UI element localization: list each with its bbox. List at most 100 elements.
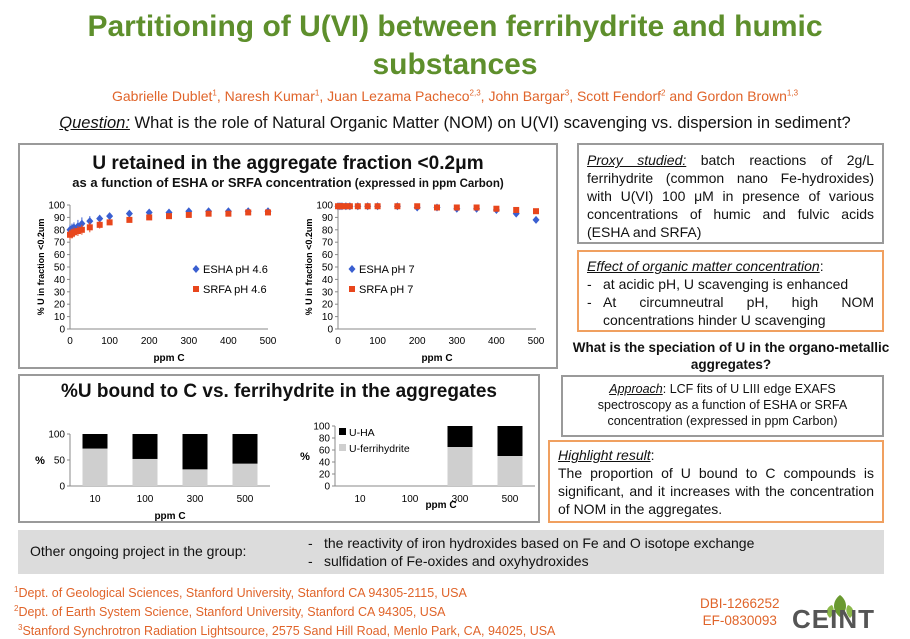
- y-tick-label: 100: [48, 430, 65, 441]
- x-tick-label: 300: [448, 336, 465, 347]
- x-axis-label: ppm C: [425, 500, 456, 511]
- affiliation-3-text: Stanford Synchrotron Radiation Lightsour…: [22, 624, 556, 639]
- proxy-label: Proxy studied:: [587, 152, 687, 168]
- ongoing-item-1: - the reactivity of iron hydroxides based…: [308, 535, 755, 551]
- y-tick-label: 80: [54, 225, 66, 236]
- poster-title-line2: substances: [372, 48, 538, 81]
- approach-label: Approach: [609, 382, 663, 396]
- panel1-subtitle: as a function of ESHA or SRFA concentrat…: [20, 175, 556, 190]
- y-tick-label: 60: [54, 250, 66, 261]
- y-tick-label: 0: [324, 482, 330, 493]
- y-tick-label: 40: [319, 458, 331, 469]
- x-tick-label: 100: [137, 494, 154, 505]
- question-text: What is the role of Natural Organic Matt…: [129, 114, 851, 132]
- effect-label: Effect of organic matter concentration: [587, 258, 820, 274]
- effect-item-2-text: At circumneutral pH, high NOM concentrat…: [603, 294, 874, 328]
- y-tick-label: 0: [59, 325, 65, 336]
- highlight-label: Highlight result: [558, 447, 651, 463]
- affiliation-2: 2Dept. of Earth System Science, Stanford…: [14, 601, 555, 620]
- data-point-srfa: [78, 226, 85, 233]
- ongoing-item-2: - sulfidation of Fe-oxides and oxyhydroxi…: [308, 553, 589, 569]
- affiliation-1-text: Dept. of Geological Sciences, Stanford U…: [18, 586, 467, 601]
- data-point-srfa: [513, 206, 520, 213]
- y-tick-label: 30: [54, 287, 66, 298]
- x-tick-label: 300: [180, 336, 197, 347]
- legend-marker-srfa: [349, 286, 355, 292]
- bar-segment-u-ha: [82, 434, 108, 449]
- legend-marker-u-ha: [339, 428, 346, 435]
- y-tick-label: 30: [322, 287, 334, 298]
- data-point-srfa: [185, 211, 192, 218]
- y-tick-label: 80: [319, 434, 331, 445]
- data-point-srfa: [453, 204, 460, 211]
- y-axis-label: % U in fraction <0.2um: [304, 219, 314, 316]
- affiliation-2-text: Dept. of Earth System Science, Stanford …: [18, 605, 446, 620]
- highlight-colon: :: [650, 447, 655, 463]
- legend-marker-ferrihydrite: [339, 444, 346, 451]
- affiliations: 1Dept. of Geological Sciences, Stanford …: [14, 582, 555, 639]
- author-name: Juan Lezama Pacheco: [327, 88, 470, 104]
- y-axis-label: %: [35, 455, 45, 467]
- y-tick-label: 40: [54, 275, 66, 286]
- ongoing-projects-band: Other ongoing project in the group: - the…: [18, 530, 884, 574]
- effect-item-2: - At circumneutral pH, high NOM concentra…: [587, 294, 874, 328]
- x-axis-label: ppm C: [421, 353, 452, 364]
- panel-u-bound: %U bound to C vs. ferrihydrite in the ag…: [18, 374, 540, 523]
- author-name: Scott Fendorf: [576, 88, 662, 104]
- x-tick-label: 0: [335, 336, 341, 347]
- author-name: Gabrielle Dublet: [111, 88, 213, 104]
- bar-segment-ferrihydrite: [447, 447, 473, 486]
- bar-segment-ferrihydrite: [132, 458, 158, 486]
- affiliation-1: 1Dept. of Geological Sciences, Stanford …: [14, 582, 555, 601]
- author-affiliation-sup: 2,3: [469, 88, 481, 98]
- data-point-esha: [96, 214, 104, 223]
- x-tick-label: 100: [402, 494, 419, 505]
- bar-segment-u-ha: [182, 434, 208, 470]
- data-point-srfa: [434, 204, 440, 211]
- y-tick-label: 0: [59, 482, 65, 493]
- affiliation-3: 3Stanford Synchrotron Radiation Lightsou…: [14, 620, 555, 639]
- bar-segment-ferrihydrite: [232, 463, 258, 486]
- grant-1: DBI-1266252: [700, 596, 780, 611]
- data-point-srfa: [394, 203, 401, 210]
- effect-colon: :: [819, 258, 824, 274]
- ongoing-item-1-text: the reactivity of iron hydroxides based …: [324, 535, 755, 551]
- y-tick-label: 40: [322, 275, 334, 286]
- x-tick-label: 300: [187, 494, 204, 505]
- panel1-subtitle-main: as a function of ESHA or SRFA concentrat…: [72, 175, 352, 190]
- author-affiliation-sup: 3: [564, 88, 570, 98]
- ongoing-label: Other ongoing project in the group:: [30, 543, 247, 559]
- proxy-text: batch reactions of 2g/L ferrihydrite (co…: [587, 152, 874, 240]
- bar-segment-ferrihydrite: [182, 469, 208, 486]
- y-tick-label: 50: [54, 456, 66, 467]
- approach-box: Approach: LCF fits of U LIII edge EXAFS …: [561, 375, 884, 437]
- author-name: Gordon Brown: [696, 88, 787, 104]
- x-tick-label: 10: [354, 494, 366, 505]
- ongoing-item-2-text: sulfidation of Fe-oxides and oxyhydroxid…: [324, 553, 589, 569]
- x-tick-label: 10: [89, 494, 101, 505]
- bar-segment-ferrihydrite: [82, 448, 108, 486]
- data-point-esha: [532, 215, 540, 224]
- x-tick-label: 300: [452, 494, 469, 505]
- y-tick-label: 60: [319, 446, 331, 457]
- legend-label: SRFA pH 4.6: [203, 284, 267, 296]
- y-tick-label: 60: [322, 250, 334, 261]
- data-point-srfa: [346, 203, 353, 210]
- data-point-srfa: [342, 203, 349, 210]
- data-point-srfa: [205, 210, 212, 217]
- poster-title: Partitioning of U(VI) between ferrihydri…: [0, 8, 910, 84]
- highlight-box: Highlight result: The proportion of U bo…: [548, 440, 884, 523]
- x-tick-label: 500: [237, 494, 254, 505]
- data-point-srfa: [533, 208, 539, 215]
- data-point-esha: [165, 208, 173, 217]
- affiliation-1-sup: 1: [14, 585, 19, 594]
- effect-item-1-text: at acidic pH, U scavenging is enhanced: [603, 276, 849, 292]
- ongoing-list: - the reactivity of iron hydroxides based…: [308, 534, 754, 570]
- legend-label: SRFA pH 7: [359, 284, 413, 296]
- data-point-srfa: [70, 229, 77, 236]
- author-affiliation-sup: 1,3: [786, 88, 799, 98]
- x-tick-label: 0: [67, 336, 73, 347]
- y-tick-label: 20: [54, 300, 66, 311]
- author-affiliation-sup: 1: [212, 88, 217, 98]
- legend-label: U-ferrihydrite: [349, 443, 410, 455]
